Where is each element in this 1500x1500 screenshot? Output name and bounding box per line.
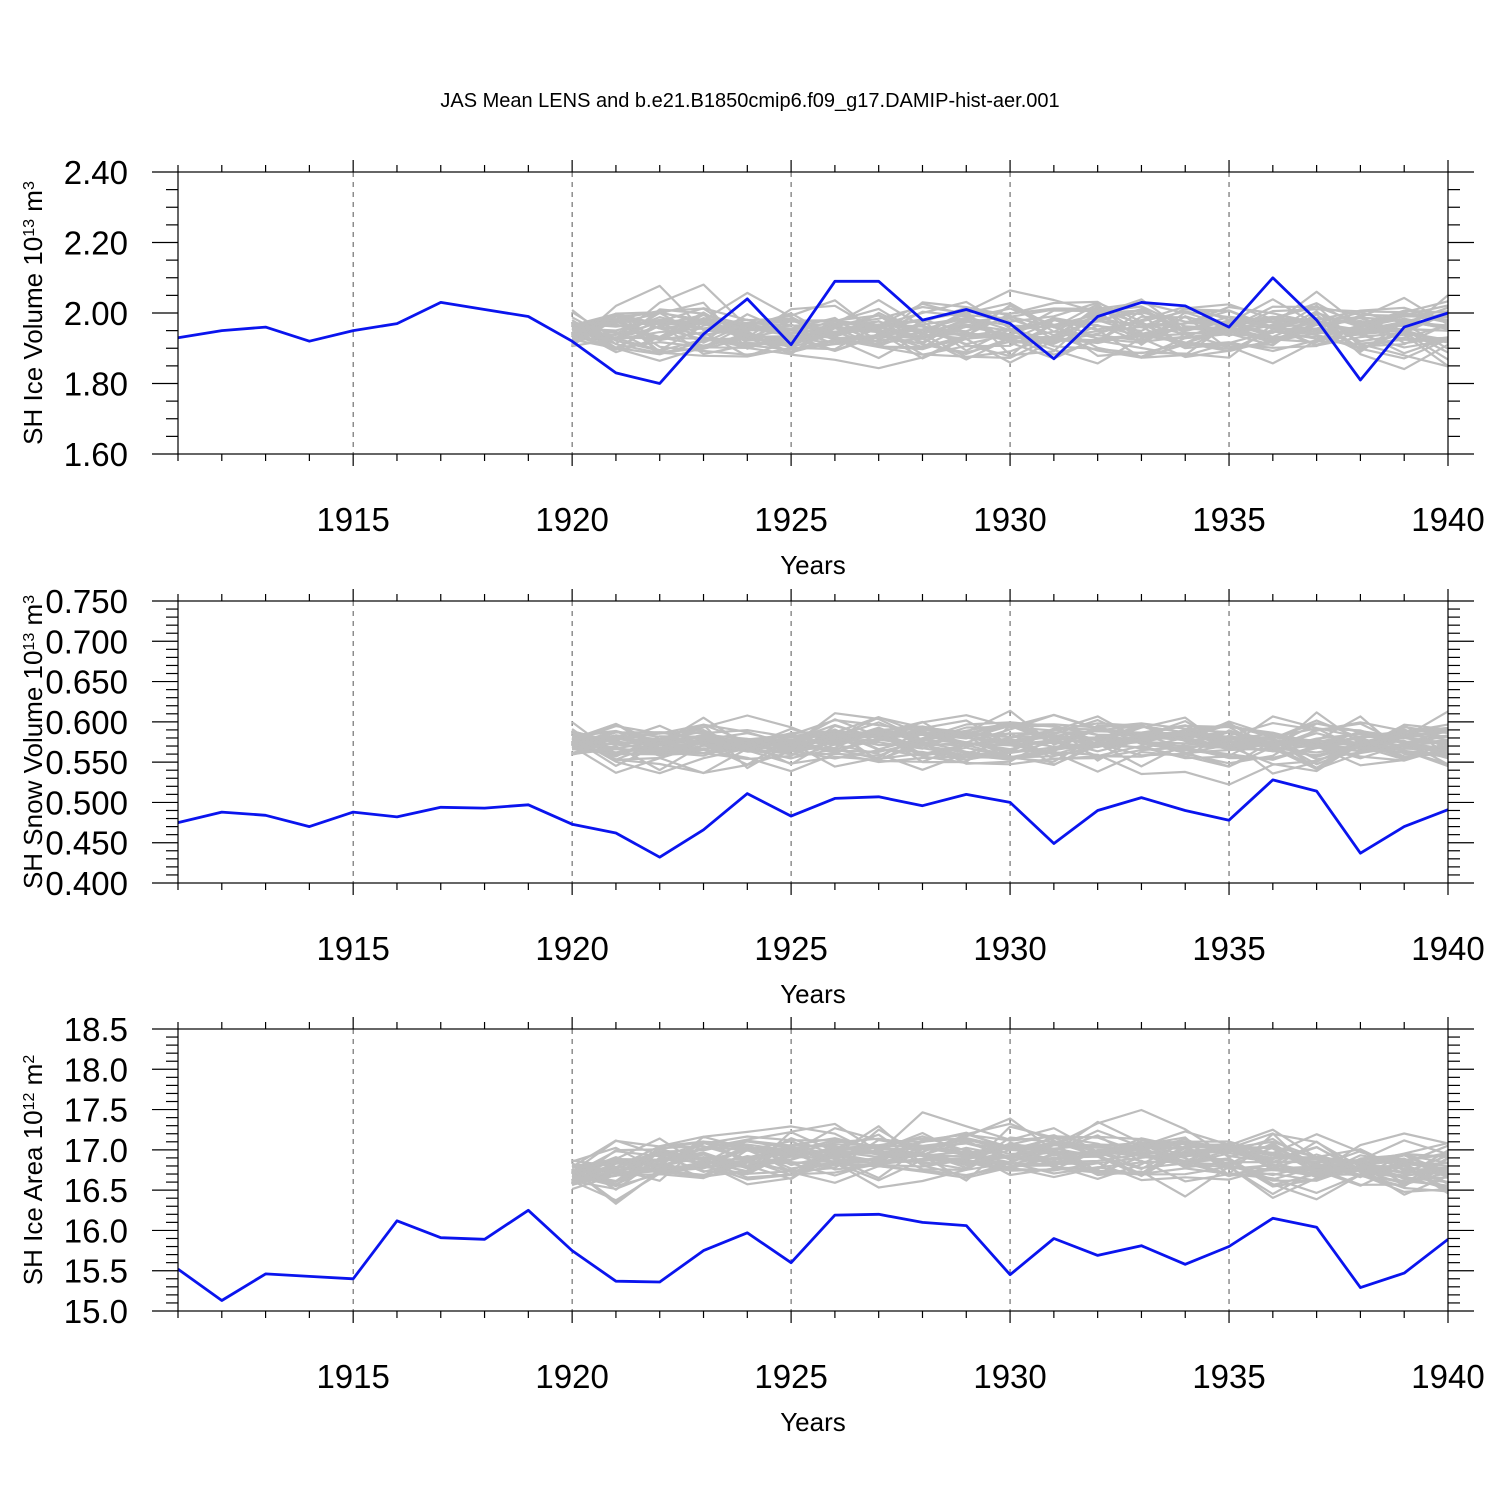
ensemble-member-line-32 (571, 307, 1449, 356)
x-tick-label: 1940 (1411, 501, 1484, 538)
x-tick-label: 1935 (1192, 501, 1265, 538)
y-tick-label: 18.0 (64, 1051, 128, 1088)
plot-frame (177, 600, 1449, 884)
x-tick-label: 1915 (316, 930, 389, 967)
ensemble-member-line-39 (571, 311, 1449, 360)
y-axis-label-exponent: 13 (21, 633, 38, 651)
y-tick-label: 0.700 (45, 623, 128, 660)
y-tick-label: 1.80 (64, 366, 128, 403)
y-tick-label: 0.650 (45, 664, 128, 701)
y-axis-label-main: SH Ice Area 10 (18, 1110, 48, 1285)
y-axis-label: SH Snow Volume 1013 m3 (18, 595, 48, 889)
y-axis-label-main: SH Snow Volume 10 (18, 651, 48, 889)
x-tick-label: 1915 (316, 501, 389, 538)
y-axis-label-unit: m (18, 190, 48, 219)
x-tick-label: 1920 (535, 930, 608, 967)
y-tick-label: 0.550 (45, 744, 128, 781)
ensemble-member-line-40 (571, 715, 1449, 757)
x-tick-label: 1930 (973, 1358, 1046, 1395)
y-tick-label: 16.0 (64, 1212, 128, 1249)
axes: 1915 1920 1925 1930 1935 19400.4000.4500.5000… (45, 583, 1484, 967)
ensemble-member-line-38 (571, 716, 1449, 773)
y-axis-label-exponent: 13 (21, 219, 38, 237)
axes: 1915 1920 1925 1930 1935 1940 15.015.5 16.016.5… (64, 1011, 1485, 1395)
x-tick-label: 1930 (973, 930, 1046, 967)
y-axis-label-unit: m (18, 604, 48, 633)
y-tick-label: 15.5 (64, 1253, 128, 1290)
figure-title: JAS Mean LENS and b.e21.B1850cmip6.f09_g… (440, 90, 1059, 112)
ensemble-member-line-40 (571, 1148, 1449, 1185)
panel-ice-area: 1915 1920 1925 1930 1935 1940 15.015.5 16.016.5… (18, 1011, 1485, 1437)
ensemble-member-line-38 (571, 312, 1449, 355)
x-tick-label: 1935 (1192, 930, 1265, 967)
panel-snow-volume: 1915 1920 1925 1930 1935 19400.4000.4500.5000… (18, 583, 1485, 1009)
experiment-series-line (177, 778, 1449, 859)
x-axis-label: Years (780, 550, 846, 580)
y-axis-label: SH Ice Area 1012 m2 (18, 1055, 48, 1286)
ensemble-lines (571, 1108, 1449, 1205)
y-axis-label-main: SH Ice Volume 10 (18, 237, 48, 445)
x-tick-label: 1940 (1411, 1358, 1484, 1395)
plot-frame (177, 1028, 1449, 1312)
x-tick-label: 1920 (535, 1358, 608, 1395)
experiment-series-line (177, 1208, 1449, 1302)
x-axis-label: Years (780, 979, 846, 1009)
y-tick-label: 17.5 (64, 1092, 128, 1129)
y-axis-label-unit: m (18, 1064, 48, 1093)
x-tick-label: 1925 (754, 1358, 827, 1395)
y-tick-label: 2.40 (64, 154, 128, 191)
ensemble-member-line-39 (571, 722, 1449, 767)
x-tick-label: 1930 (973, 501, 1046, 538)
y-tick-label: 0.500 (45, 784, 128, 821)
x-tick-label: 1925 (754, 930, 827, 967)
experiment-line (177, 276, 1449, 385)
y-axis-label-exponent: 12 (21, 1092, 38, 1110)
axes: 1915 1920 1925 1930 1935 1940 1.60 1.80 2.00 2.20… (64, 154, 1485, 538)
y-tick-label: 1.60 (64, 436, 128, 473)
y-tick-label: 0.400 (45, 865, 128, 902)
x-tick-label: 1940 (1411, 930, 1484, 967)
y-axis-label-unit-exponent: 3 (21, 595, 38, 604)
y-tick-label: 2.20 (64, 225, 128, 262)
y-tick-label: 15.0 (64, 1293, 128, 1330)
y-tick-label: 18.5 (64, 1011, 128, 1048)
x-tick-label: 1915 (316, 1358, 389, 1395)
experiment-series-line (177, 276, 1449, 385)
panel-ice-volume: 1915 1920 1925 1930 1935 1940 1.60 1.80 2.00 2.20… (18, 154, 1485, 580)
ensemble-member-line-36 (571, 1130, 1449, 1182)
x-axis-label: Years (780, 1407, 846, 1437)
experiment-line (177, 778, 1449, 859)
y-tick-label: 17.0 (64, 1132, 128, 1169)
x-tick-label: 1920 (535, 501, 608, 538)
y-tick-label: 0.450 (45, 825, 128, 862)
y-axis-label-unit-exponent: 3 (21, 181, 38, 190)
ensemble-member-line-39 (572, 1125, 1449, 1198)
x-tick-label: 1925 (754, 501, 827, 538)
ensemble-member-line-31 (571, 721, 1449, 753)
ensemble-member-line-38 (571, 1137, 1449, 1196)
ensemble-member-line-33 (571, 721, 1449, 761)
y-tick-label: 16.5 (64, 1172, 128, 1209)
y-tick-label: 0.750 (45, 583, 128, 620)
ensemble-member-line-16 (571, 300, 1449, 358)
y-axis-label-unit-exponent: 2 (21, 1055, 38, 1064)
ensemble-lines (571, 709, 1449, 786)
ensemble-member-line-31 (571, 1142, 1449, 1184)
experiment-line (177, 1208, 1449, 1302)
y-axis-label: SH Ice Volume 1013 m3 (18, 181, 48, 445)
x-tick-label: 1935 (1192, 1358, 1265, 1395)
y-tick-label: 2.00 (64, 295, 128, 332)
ensemble-member-line-30 (571, 729, 1449, 773)
y-tick-label: 0.600 (45, 704, 128, 741)
ensemble-member-line-30 (571, 1140, 1449, 1184)
